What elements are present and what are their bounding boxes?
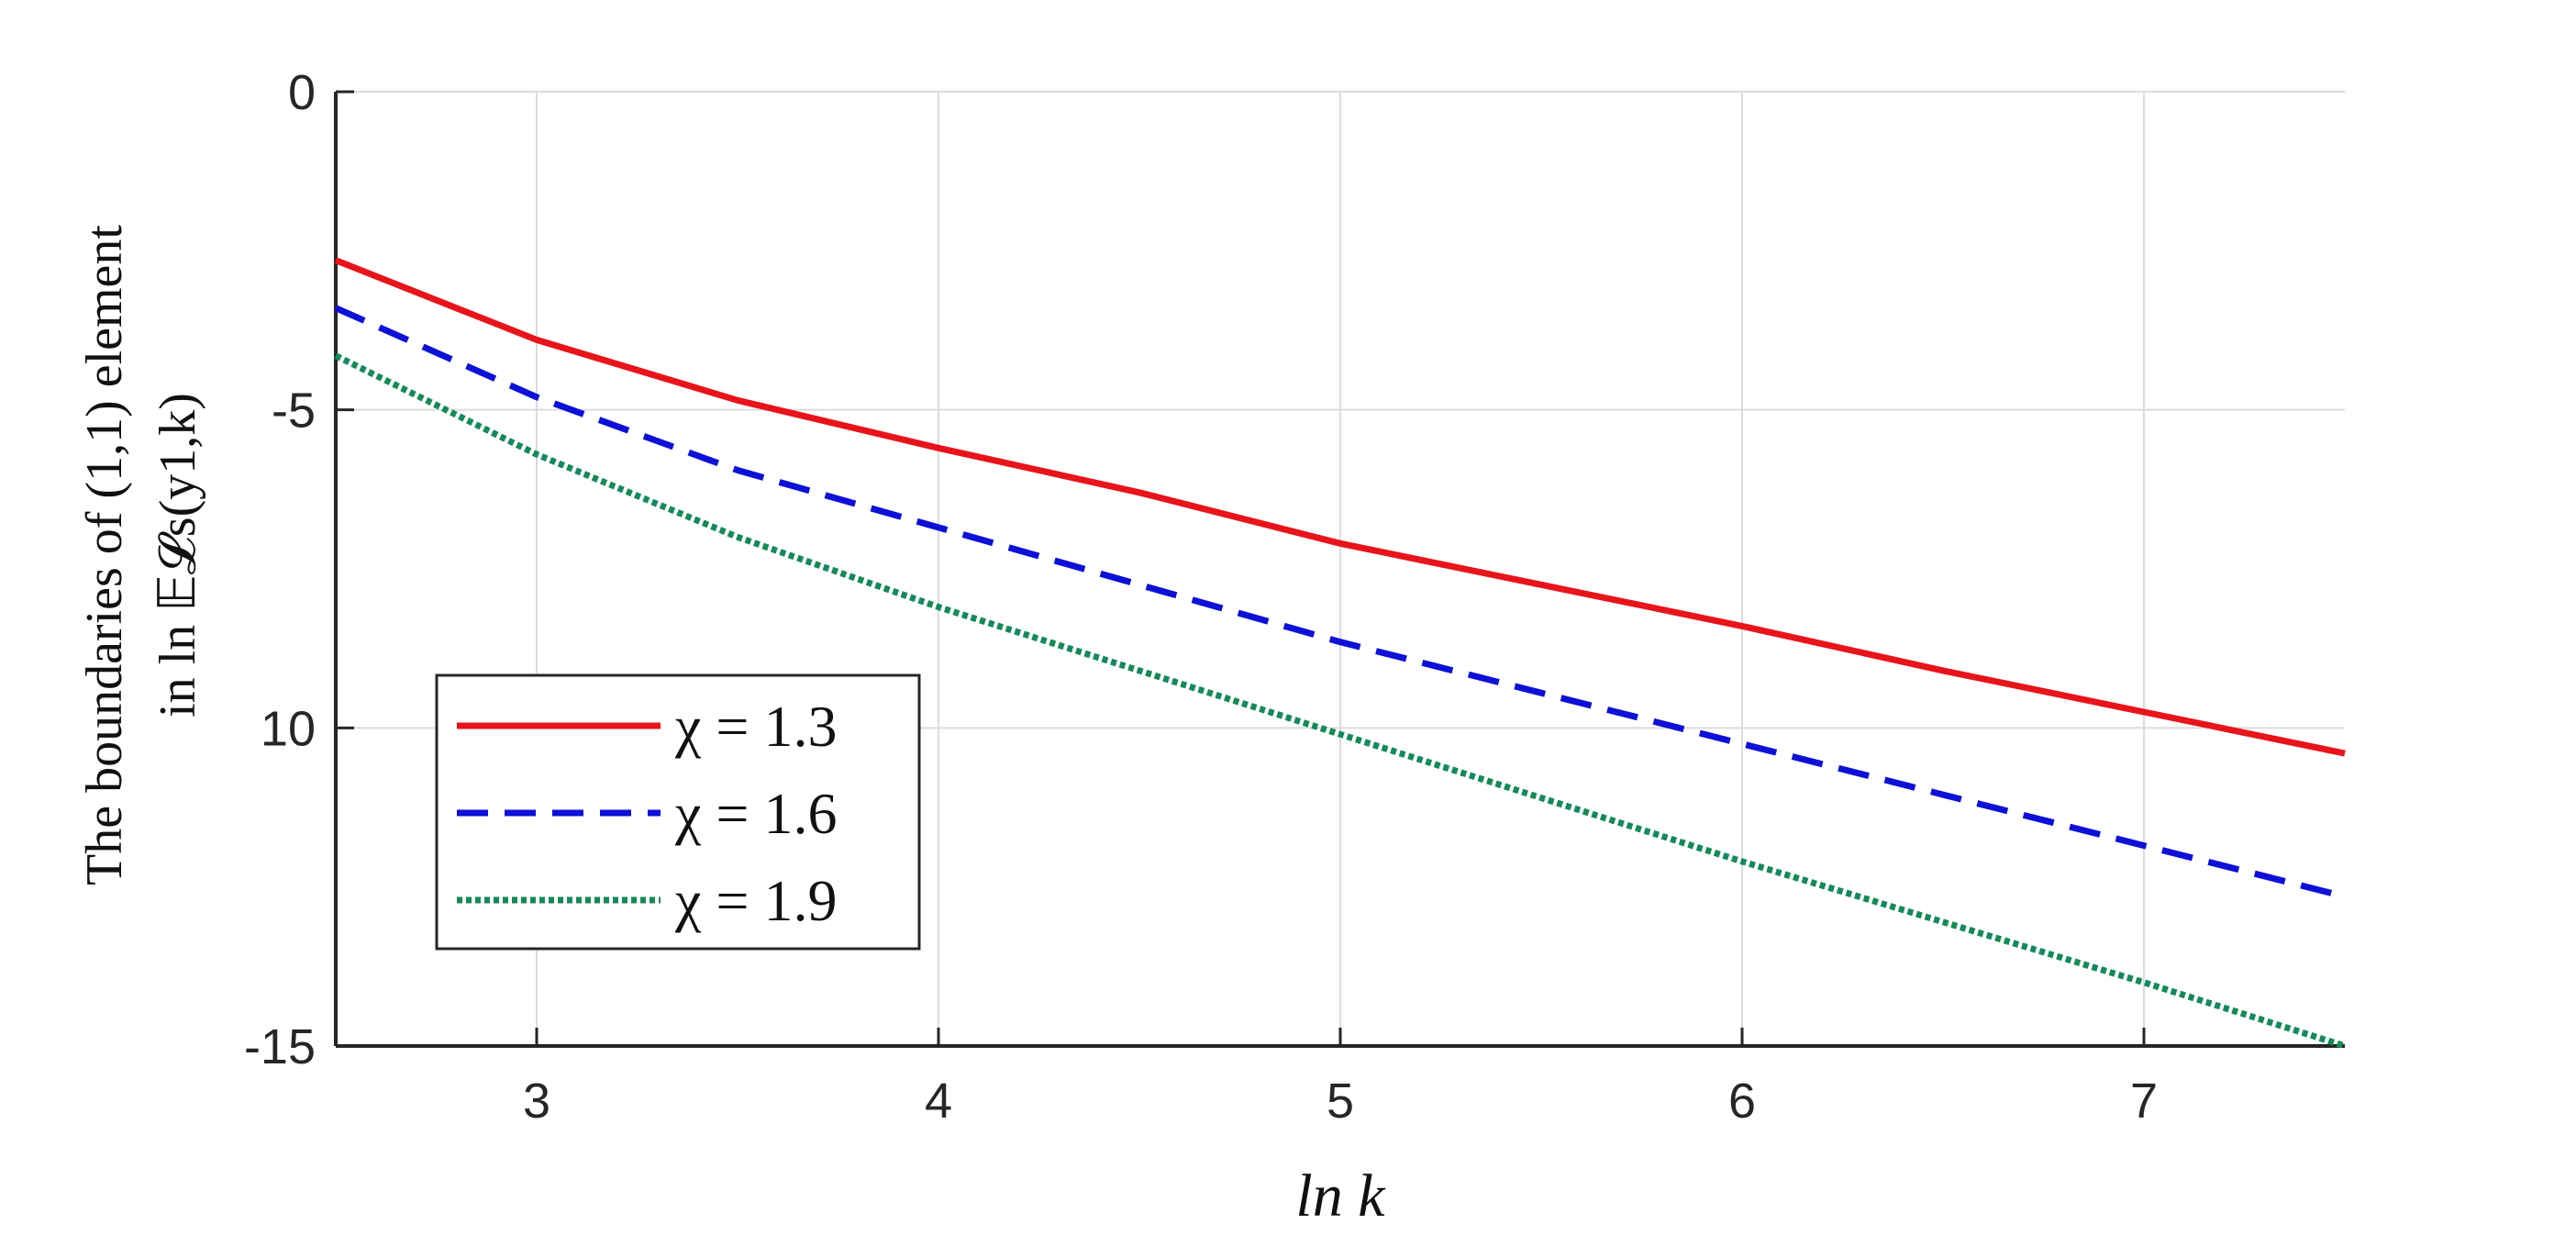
legend-label-3: χ = 1.9 xyxy=(674,868,838,933)
y-tick-label: -5 xyxy=(272,384,316,439)
y-tick-label: -15 xyxy=(244,1019,316,1074)
x-tick-label: 7 xyxy=(2130,1074,2158,1129)
series-lines xyxy=(334,257,2347,1050)
x-tick-label: 6 xyxy=(1728,1074,1756,1129)
x-ticks: 3 4 5 6 7 xyxy=(523,1028,2158,1129)
x-axis-title: ln k xyxy=(1295,1163,1386,1229)
legend-label-1: χ = 1.3 xyxy=(674,694,838,759)
y-tick-label: 0 xyxy=(288,65,316,120)
series-line-3 xyxy=(334,352,2347,1050)
y-axis-title: The boundaries of (1,1) element in ln 𝔼𝓛… xyxy=(76,225,206,885)
y-axis-title-line-1: The boundaries of (1,1) element xyxy=(76,225,133,885)
series-line-1 xyxy=(334,257,2346,757)
x-tick-label: 4 xyxy=(925,1074,952,1129)
y-tick-label: 10 xyxy=(261,701,316,756)
x-tick-label: 5 xyxy=(1327,1074,1354,1129)
series-line-2 xyxy=(334,305,2346,900)
y-axis-title-line-2: in ln 𝔼𝓛s(y1,k) xyxy=(150,393,206,718)
legend-label-2: χ = 1.6 xyxy=(674,781,838,846)
y-ticks: 0 -5 10 -15 xyxy=(244,65,354,1074)
x-tick-label: 3 xyxy=(523,1074,550,1129)
legend: χ = 1.3 χ = 1.6 χ = 1.9 xyxy=(435,673,921,951)
